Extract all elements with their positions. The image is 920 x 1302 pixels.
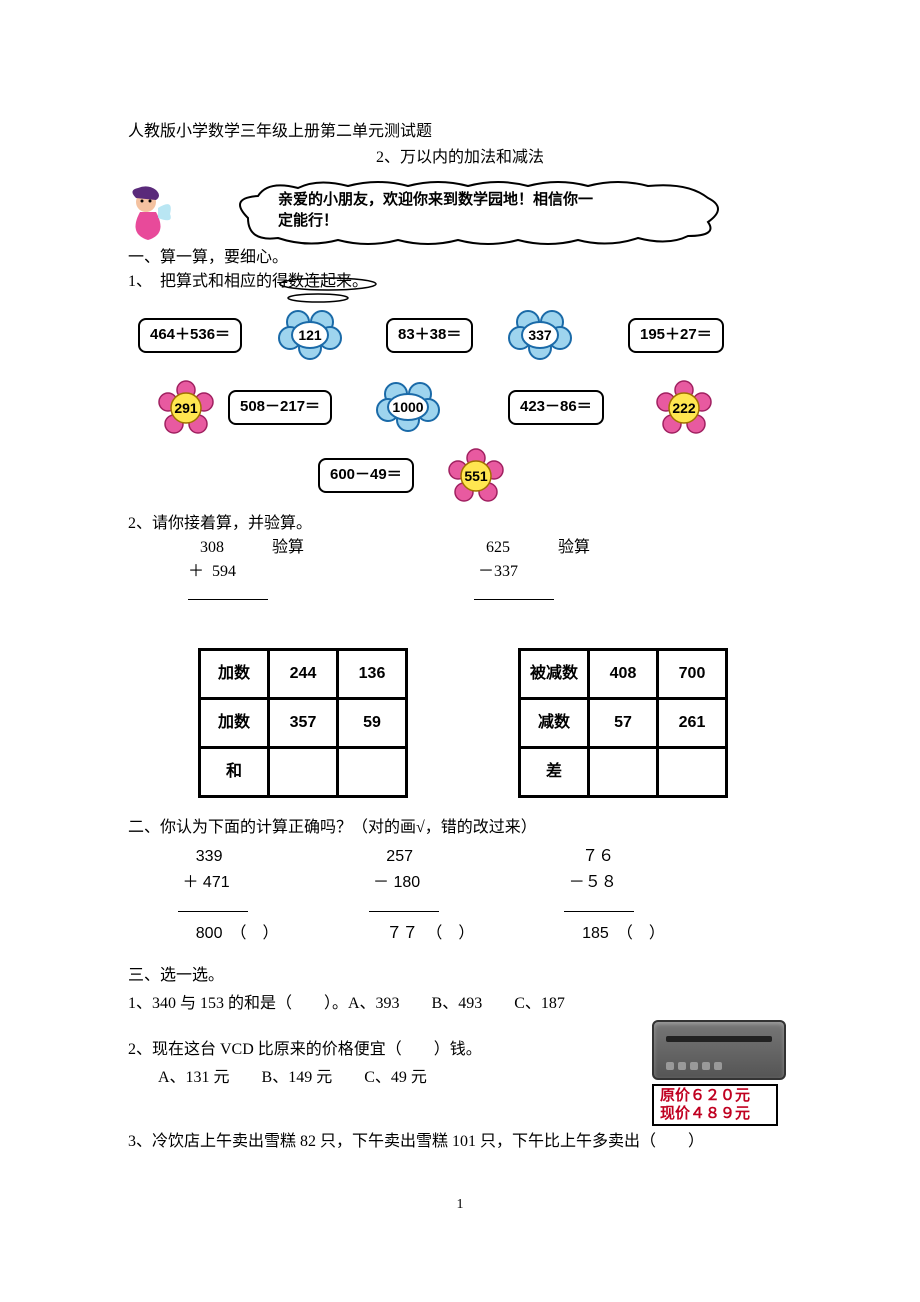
sec2-heading: 二、你认为下面的计算正确吗？（对的画√，错的改过来） [128,816,792,840]
cell: 59 [338,699,407,748]
eq-box: 423－86＝ [508,390,604,425]
flower-num: 222 [672,400,696,416]
calc-row: 308 验算 ＋ 594 625 验算 －337 [188,536,792,608]
flower-pink-icon: 551 [448,448,504,504]
sec2-calcs: 339 ＋ 471 800 （ ） 257 － 180 ７７ （ ） ７６ －５… [178,844,792,946]
vcd-block: 原价６２０元 现价４８９元 [652,1020,792,1126]
cell: 700 [658,650,727,699]
cloud-line2: 定能行！ [278,213,338,229]
flower-pink-icon: 291 [158,380,214,436]
sec3-q1: 1、340 与 153 的和是（ ）。A、393 B、493 C、187 [128,992,792,1016]
eq-box: 195＋27＝ [628,318,724,353]
sec3-q2: 2、现在这台 VCD 比原来的价格便宜（ ）钱。 [128,1038,644,1062]
page-number: 1 [128,1194,792,1215]
flower-num: 1000 [392,399,423,415]
cloud-text: 亲爱的小朋友，欢迎你来到数学园地！相信你一 定能行！ [278,190,698,232]
eq-box: 83＋38＝ [386,318,473,353]
price-box: 原价６２０元 现价４８９元 [652,1084,778,1126]
cell: 357 [269,699,338,748]
check-calc-1: 339 ＋ 471 800 （ ） [178,844,279,946]
flower-icon: 337 [508,308,572,362]
match-area: 464＋536＝ 121 83＋38＝ 337 195＋27＝ [128,308,792,508]
cell: 加数 [200,650,269,699]
sec1-heading: 一、算一算，要细心。 [128,246,792,270]
vcd-icon [652,1020,786,1080]
price-current: 现价４８９元 [660,1105,770,1123]
sec1-q2: 2、请你接着算，并验算。 [128,512,792,536]
flower-num: 121 [298,327,322,343]
calc-2: 625 验算 －337 [474,536,590,608]
cell [338,748,407,797]
banner: 亲爱的小朋友，欢迎你来到数学园地！相信你一 定能行！ [128,178,792,248]
cell: 减数 [520,699,589,748]
subtraction-table: 被减数408700 减数57261 差 [518,648,728,798]
doc-subtitle: 2、万以内的加法和减法 [128,146,792,170]
section-1: 一、算一算，要细心。 1、 把算式和相应的得数连起来。 464＋536＝ 121… [128,246,792,798]
eq-box: 508－217＝ [228,390,332,425]
cell: 261 [658,699,727,748]
doc-title: 人教版小学数学三年级上册第二单元测试题 [128,120,792,144]
cell: 244 [269,650,338,699]
check-calc-2: 257 － 180 ７７ （ ） [369,844,475,946]
eq-box: 600－49＝ [318,458,414,493]
price-original: 原价６２０元 [660,1087,770,1105]
sec3-q2-opts: A、131 元 B、149 元 C、49 元 [158,1066,644,1090]
flower-num: 551 [464,468,488,484]
section-2: 二、你认为下面的计算正确吗？（对的画√，错的改过来） 339 ＋ 471 800… [128,816,792,946]
flower-num: 337 [528,327,552,343]
cell: 408 [589,650,658,699]
flower-icon: 1000 [376,380,440,434]
cell: 差 [520,748,589,797]
flower-icon: 121 [278,308,342,362]
fairy-icon [118,184,178,244]
tables: 加数244136 加数35759 和 被减数408700 减数57261 差 [198,648,792,798]
section-3: 三、选一选。 1、340 与 153 的和是（ ）。A、393 B、493 C、… [128,964,792,1154]
cell [269,748,338,797]
cell: 136 [338,650,407,699]
cell: 57 [589,699,658,748]
cloud-line1: 亲爱的小朋友，欢迎你来到数学园地！相信你一 [278,192,593,208]
cell [589,748,658,797]
check-calc-3: ７６ －５８ 185 （ ） [564,844,665,946]
eq-box: 464＋536＝ [138,318,242,353]
cell: 加数 [200,699,269,748]
calc-1: 308 验算 ＋ 594 [188,536,304,608]
swoosh-icon [238,272,498,306]
cell: 被减数 [520,650,589,699]
flower-num: 291 [174,400,198,416]
cell [658,748,727,797]
sec3-q3: 3、冷饮店上午卖出雪糕 82 只，下午卖出雪糕 101 只，下午比上午多卖出（ … [128,1130,792,1154]
addition-table: 加数244136 加数35759 和 [198,648,408,798]
flower-pink-icon: 222 [656,380,712,436]
sec3-heading: 三、选一选。 [128,964,792,988]
cell: 和 [200,748,269,797]
